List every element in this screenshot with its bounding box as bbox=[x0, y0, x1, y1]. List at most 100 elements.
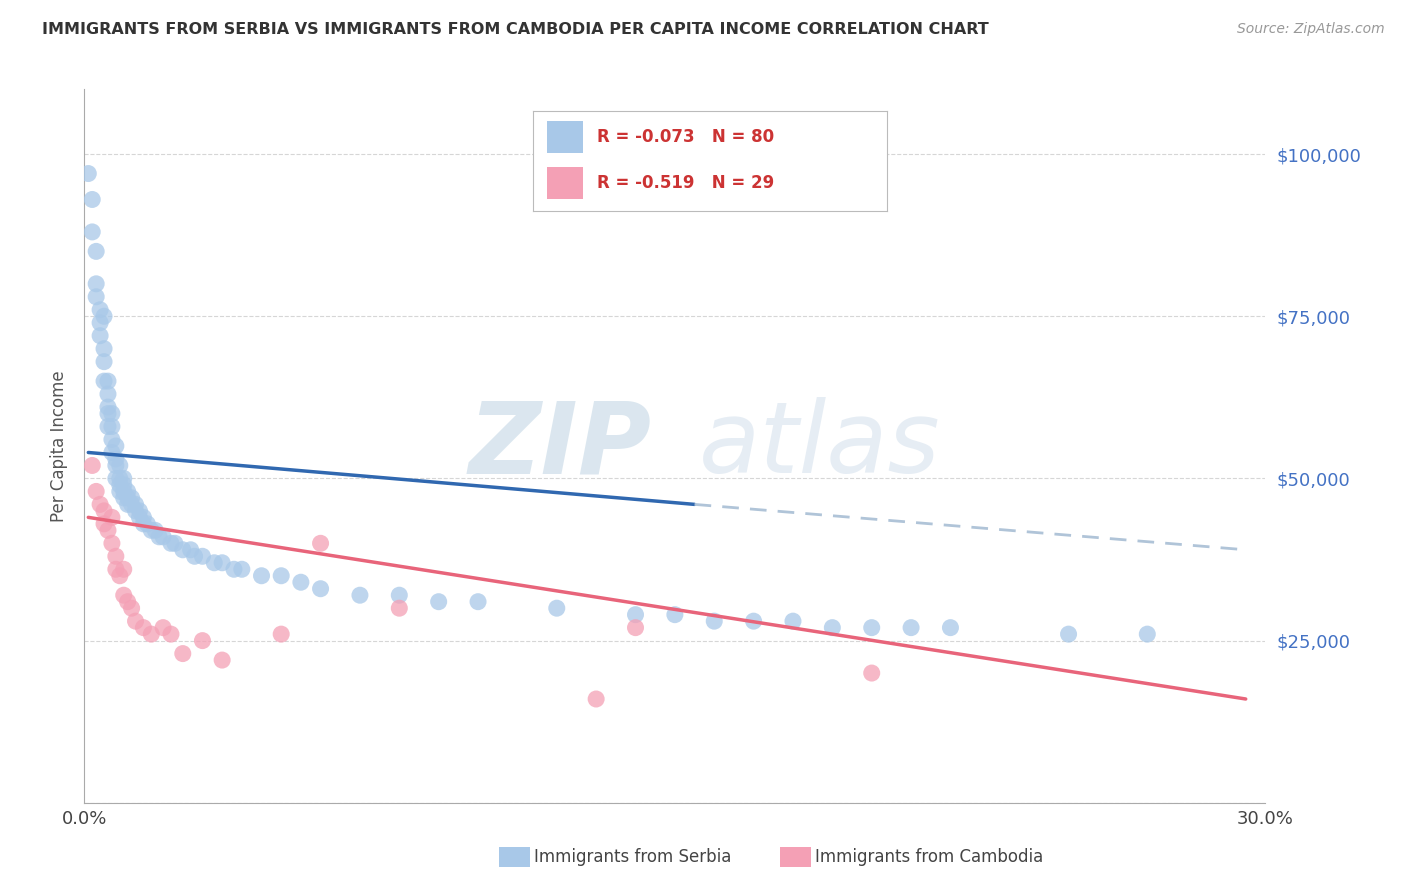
Point bbox=[121, 601, 143, 615]
Point bbox=[546, 601, 568, 615]
Point bbox=[97, 524, 120, 538]
Point bbox=[93, 374, 115, 388]
Point bbox=[124, 497, 146, 511]
Point bbox=[231, 562, 253, 576]
Point bbox=[108, 471, 131, 485]
Point bbox=[160, 536, 183, 550]
Point bbox=[104, 471, 127, 485]
Point bbox=[97, 400, 120, 414]
Point bbox=[101, 407, 124, 421]
Point bbox=[112, 471, 135, 485]
Point bbox=[89, 316, 111, 330]
Point bbox=[152, 530, 174, 544]
Y-axis label: Per Capita Income: Per Capita Income bbox=[51, 370, 69, 522]
Point bbox=[939, 621, 962, 635]
Point bbox=[270, 568, 292, 582]
Point bbox=[309, 536, 332, 550]
Point bbox=[97, 419, 120, 434]
Point bbox=[132, 510, 155, 524]
Point bbox=[108, 568, 131, 582]
Point bbox=[93, 342, 115, 356]
Point bbox=[782, 614, 804, 628]
Point bbox=[104, 458, 127, 473]
Point bbox=[97, 407, 120, 421]
Point bbox=[93, 516, 115, 531]
Point bbox=[104, 549, 127, 564]
Point bbox=[101, 445, 124, 459]
Point bbox=[112, 491, 135, 505]
Point bbox=[860, 666, 883, 681]
Point bbox=[101, 433, 124, 447]
Point bbox=[117, 491, 139, 505]
Point bbox=[101, 510, 124, 524]
Point bbox=[388, 588, 411, 602]
Text: IMMIGRANTS FROM SERBIA VS IMMIGRANTS FROM CAMBODIA PER CAPITA INCOME CORRELATION: IMMIGRANTS FROM SERBIA VS IMMIGRANTS FRO… bbox=[42, 22, 988, 37]
Point bbox=[117, 595, 139, 609]
Point bbox=[84, 277, 107, 291]
Point bbox=[89, 497, 111, 511]
Point bbox=[183, 549, 205, 564]
Point bbox=[101, 536, 124, 550]
Point bbox=[1136, 627, 1159, 641]
Point bbox=[202, 556, 225, 570]
Point bbox=[900, 621, 922, 635]
Point bbox=[585, 692, 607, 706]
Point bbox=[89, 302, 111, 317]
Point bbox=[143, 524, 166, 538]
Text: Immigrants from Cambodia: Immigrants from Cambodia bbox=[815, 848, 1043, 866]
Point bbox=[121, 491, 143, 505]
Point bbox=[132, 621, 155, 635]
Point bbox=[117, 484, 139, 499]
Point bbox=[128, 504, 150, 518]
Point bbox=[108, 478, 131, 492]
Point bbox=[93, 504, 115, 518]
Point bbox=[77, 167, 100, 181]
Point bbox=[742, 614, 765, 628]
Point bbox=[821, 621, 844, 635]
Point bbox=[309, 582, 332, 596]
Text: Immigrants from Serbia: Immigrants from Serbia bbox=[534, 848, 731, 866]
Point bbox=[172, 542, 194, 557]
Point bbox=[112, 562, 135, 576]
Point bbox=[124, 614, 146, 628]
Point bbox=[388, 601, 411, 615]
Point bbox=[1057, 627, 1080, 641]
Point bbox=[180, 542, 202, 557]
Point bbox=[211, 653, 233, 667]
Point bbox=[160, 627, 183, 641]
Point bbox=[112, 478, 135, 492]
Point bbox=[108, 484, 131, 499]
Point bbox=[624, 621, 647, 635]
Point bbox=[97, 374, 120, 388]
Text: Source: ZipAtlas.com: Source: ZipAtlas.com bbox=[1237, 22, 1385, 37]
Point bbox=[290, 575, 312, 590]
Point bbox=[104, 562, 127, 576]
Point bbox=[84, 244, 107, 259]
Point bbox=[141, 627, 163, 641]
Point bbox=[624, 607, 647, 622]
Point bbox=[270, 627, 292, 641]
Point bbox=[97, 387, 120, 401]
Point bbox=[93, 310, 115, 324]
Point bbox=[104, 439, 127, 453]
Point bbox=[222, 562, 245, 576]
Point bbox=[84, 290, 107, 304]
Point bbox=[211, 556, 233, 570]
Point bbox=[141, 524, 163, 538]
Point bbox=[250, 568, 273, 582]
Point bbox=[82, 458, 104, 473]
Point bbox=[101, 419, 124, 434]
Point bbox=[860, 621, 883, 635]
Point bbox=[191, 549, 214, 564]
Point bbox=[163, 536, 186, 550]
Point bbox=[349, 588, 371, 602]
Point bbox=[136, 516, 159, 531]
Point bbox=[108, 458, 131, 473]
Point bbox=[128, 510, 150, 524]
Point bbox=[112, 484, 135, 499]
Point bbox=[112, 588, 135, 602]
Point bbox=[82, 193, 104, 207]
Point bbox=[89, 328, 111, 343]
Point bbox=[104, 452, 127, 467]
Point bbox=[148, 530, 170, 544]
